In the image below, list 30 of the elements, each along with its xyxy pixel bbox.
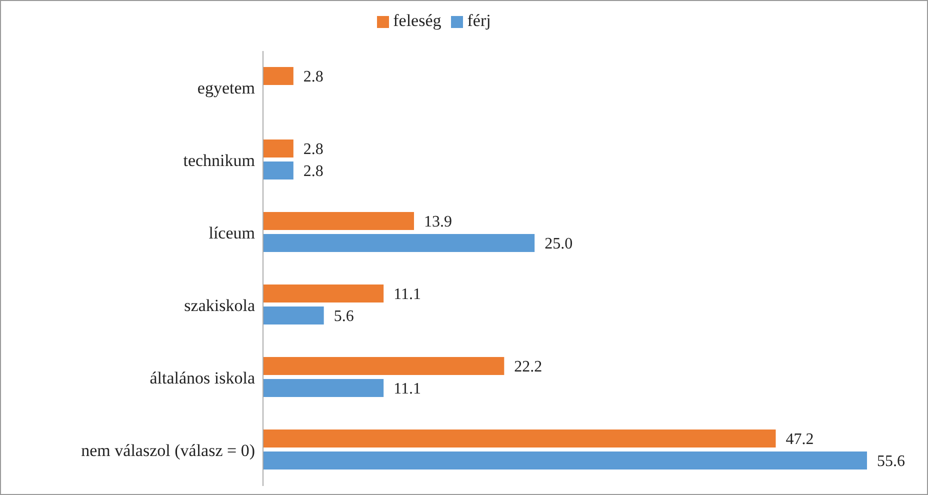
y-tick-label: egyetem [197, 78, 255, 98]
y-tick-label: líceum [208, 223, 255, 242]
y-tick-label: nem válaszol (válasz = 0) [81, 440, 255, 460]
bar [263, 306, 324, 324]
bar [263, 284, 384, 302]
data-label: 55.6 [877, 453, 905, 470]
bar [263, 161, 294, 180]
y-tick-label: technikum [183, 150, 255, 170]
data-label: 11.1 [394, 286, 421, 304]
data-label: 22.2 [514, 358, 542, 376]
bar [263, 429, 776, 448]
data-label: 13.9 [424, 214, 452, 231]
data-label: 2.8 [303, 68, 324, 86]
data-label: 25.0 [544, 236, 573, 253]
y-tick-label: szakiskola [184, 296, 256, 315]
bar [263, 212, 414, 230]
legend-label: férj [467, 11, 491, 30]
data-label: 5.6 [334, 308, 354, 326]
data-label: 11.1 [394, 380, 421, 398]
data-label: 47.2 [786, 431, 814, 448]
data-label: 2.8 [303, 141, 324, 158]
legend-label: feleség [393, 11, 442, 30]
y-tick-label: általános iskola [150, 368, 256, 388]
bar [263, 451, 867, 470]
bar [263, 234, 535, 252]
bar [263, 139, 294, 158]
bar [263, 378, 384, 397]
bar [263, 356, 504, 375]
data-label: 2.8 [303, 163, 324, 180]
bar [263, 66, 294, 85]
